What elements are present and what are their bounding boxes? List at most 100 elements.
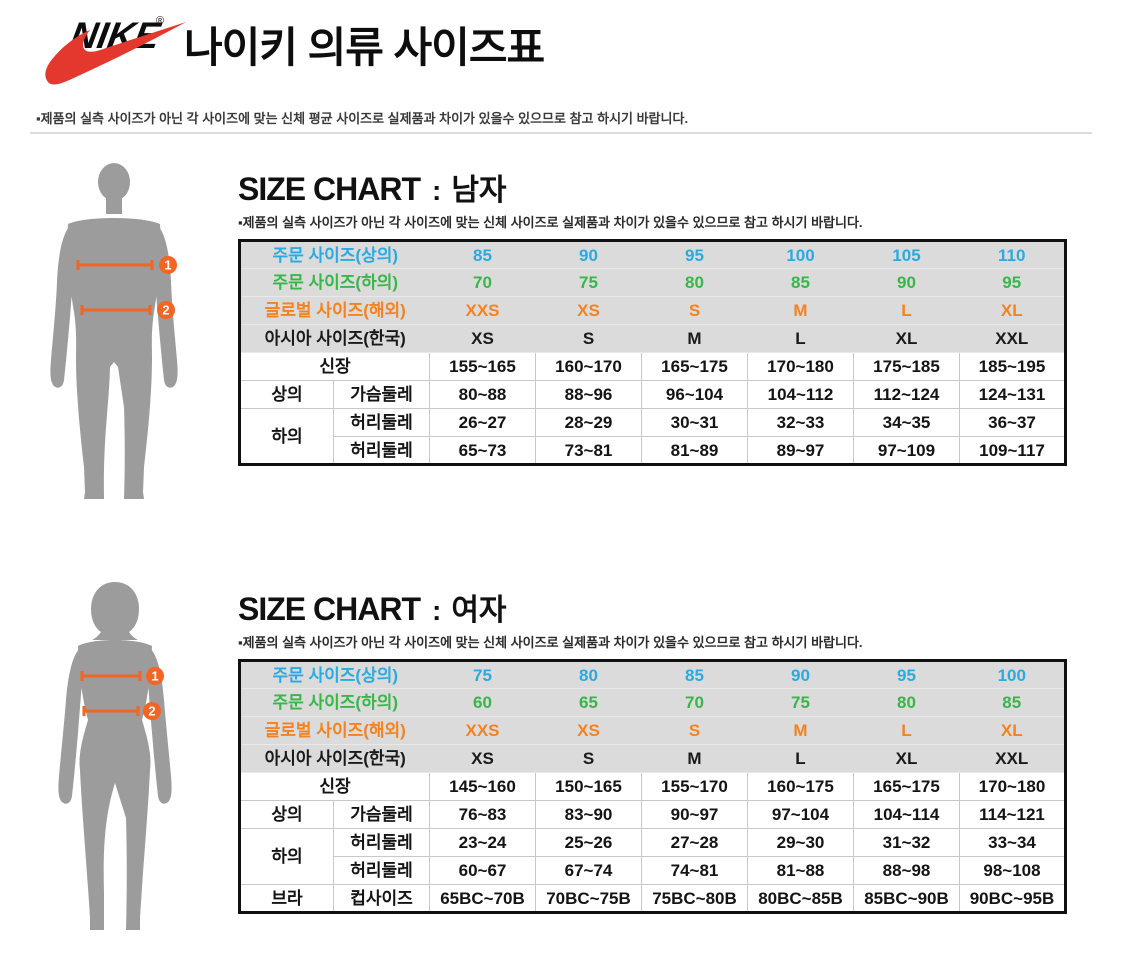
size-value: S: [535, 324, 642, 353]
row-label: 허리둘레: [333, 408, 430, 437]
svg-text:2: 2: [148, 704, 155, 719]
measurement-value: 29~30: [747, 828, 854, 857]
size-value: 80: [853, 688, 960, 717]
size-header-row: 아시아 사이즈(한국) XS S M L XL XXL: [239, 324, 1066, 353]
measurement-value: 88~96: [535, 380, 642, 409]
measurement-value: 80~88: [429, 380, 536, 409]
group-label: 하의: [239, 828, 334, 885]
measurement-value: 65BC~70B: [429, 884, 536, 913]
measurement-row: 허리둘레 60~67 67~74 74~81 81~88 88~98 98~108: [240, 856, 1066, 885]
size-value: XXS: [429, 716, 536, 745]
measurement-value: 112~124: [853, 380, 960, 409]
marker-2-badge: 2: [157, 301, 175, 319]
section-title-ko: 여자: [451, 594, 507, 627]
size-value: 65: [535, 688, 642, 717]
size-value: L: [853, 716, 960, 745]
measurement-value: 114~121: [959, 800, 1066, 829]
size-value: 85: [429, 240, 536, 269]
measurement-value: 23~24: [429, 828, 536, 857]
size-header-row: 주문 사이즈(상의) 85 90 95 100 105 110: [239, 240, 1066, 269]
measurement-value: 60~67: [429, 856, 536, 885]
measurement-value: 89~97: [747, 436, 854, 465]
measurement-value: 88~98: [853, 856, 960, 885]
measurement-value: 32~33: [747, 408, 854, 437]
size-value: XS: [429, 744, 536, 773]
row-label: 아시아 사이즈(한국): [239, 324, 430, 353]
measurement-value: 74~81: [641, 856, 748, 885]
measurement-value: 90BC~95B: [959, 884, 1066, 913]
measurement-value: 185~195: [959, 352, 1066, 381]
size-value: 90: [853, 268, 960, 297]
top-disclaimer: ▪제품의 실측 사이즈가 아닌 각 사이즈에 맞는 신체 평균 사이즈로 실제품…: [36, 111, 689, 126]
size-value: 75: [429, 660, 536, 689]
size-value: 95: [853, 660, 960, 689]
measurement-row: 상의 가슴둘레 76~83 83~90 90~97 97~104 104~114 114~12…: [239, 800, 1066, 829]
size-value: 95: [959, 268, 1066, 297]
size-value: 85: [641, 660, 748, 689]
size-value: XXL: [959, 324, 1066, 353]
size-value: 70: [641, 688, 748, 717]
size-value: M: [641, 324, 748, 353]
row-label: 컵사이즈: [333, 884, 430, 913]
section-disclaimer-men: ▪제품의 실측 사이즈가 아닌 각 사이즈에 맞는 신체 사이즈로 실제품과 차…: [238, 215, 863, 230]
womens-size-table: 주문 사이즈(상의) 75 80 85 90 95 100 주문 사이즈(하의) 60 65 70 7…: [238, 659, 1067, 914]
male-figure-illustration: 1 2: [50, 163, 178, 499]
measurement-value: 109~117: [959, 436, 1066, 465]
size-chart-section-women: SIZE CHART: 여자 ▪제품의 실측 사이즈가 아닌 각 사이즈에 맞는 …: [238, 590, 1068, 914]
size-value: 95: [641, 240, 748, 269]
row-label: 신장: [239, 352, 430, 381]
chest-measure-line: [76, 260, 154, 270]
measurement-row: 허리둘레 65~73 73~81 81~89 89~97 97~109 109~117: [240, 436, 1066, 465]
size-value: L: [747, 744, 854, 773]
measurement-value: 34~35: [853, 408, 960, 437]
measurement-value: 67~74: [535, 856, 642, 885]
size-header-row: 주문 사이즈(하의) 60 65 70 75 80 85: [239, 688, 1066, 717]
size-value: 80: [535, 660, 642, 689]
svg-text:1: 1: [164, 258, 171, 273]
size-header-row: 주문 사이즈(상의) 75 80 85 90 95 100: [239, 660, 1066, 689]
measurement-value: 155~170: [641, 772, 748, 801]
size-value: XXL: [959, 744, 1066, 773]
measurement-value: 31~32: [853, 828, 960, 857]
section-title-separator: :: [432, 595, 442, 626]
size-value: 105: [853, 240, 960, 269]
marker-2-badge: 2: [143, 702, 161, 720]
size-value: 85: [747, 268, 854, 297]
size-value: XL: [853, 744, 960, 773]
measurement-value: 97~109: [853, 436, 960, 465]
size-value: 100: [747, 240, 854, 269]
nike-swoosh-icon: [45, 22, 186, 85]
registered-mark: ®: [156, 15, 164, 27]
measurement-value: 98~108: [959, 856, 1066, 885]
row-label: 주문 사이즈(하의): [239, 268, 430, 297]
size-value: S: [641, 716, 748, 745]
measurement-value: 170~180: [959, 772, 1066, 801]
measurement-value: 73~81: [535, 436, 642, 465]
measurement-value: 75BC~80B: [641, 884, 748, 913]
size-value: 100: [959, 660, 1066, 689]
measurement-value: 160~170: [535, 352, 642, 381]
section-title-separator: :: [432, 175, 442, 206]
size-value: XXS: [429, 296, 536, 325]
female-silhouette: [58, 582, 172, 930]
measurement-value: 25~26: [535, 828, 642, 857]
section-title-women: SIZE CHART: 여자: [238, 590, 1068, 632]
size-value: M: [747, 296, 854, 325]
section-title-ko: 남자: [451, 174, 507, 207]
group-label: 상의: [239, 800, 334, 829]
size-value: 60: [429, 688, 536, 717]
row-label: 허리둘레: [333, 856, 430, 885]
size-value: 75: [535, 268, 642, 297]
measurement-value: 96~104: [641, 380, 748, 409]
waist-measure-line: [80, 305, 152, 315]
measurement-value: 76~83: [429, 800, 536, 829]
measurement-value: 175~185: [853, 352, 960, 381]
measurement-value: 36~37: [959, 408, 1066, 437]
group-label: 상의: [239, 380, 334, 409]
measurement-value: 145~160: [429, 772, 536, 801]
size-value: 110: [959, 240, 1066, 269]
row-label: 주문 사이즈(상의): [239, 660, 430, 689]
row-label: 주문 사이즈(하의): [239, 688, 430, 717]
nike-logo: NIKE ®: [45, 14, 186, 85]
group-label: 브라: [239, 884, 334, 913]
